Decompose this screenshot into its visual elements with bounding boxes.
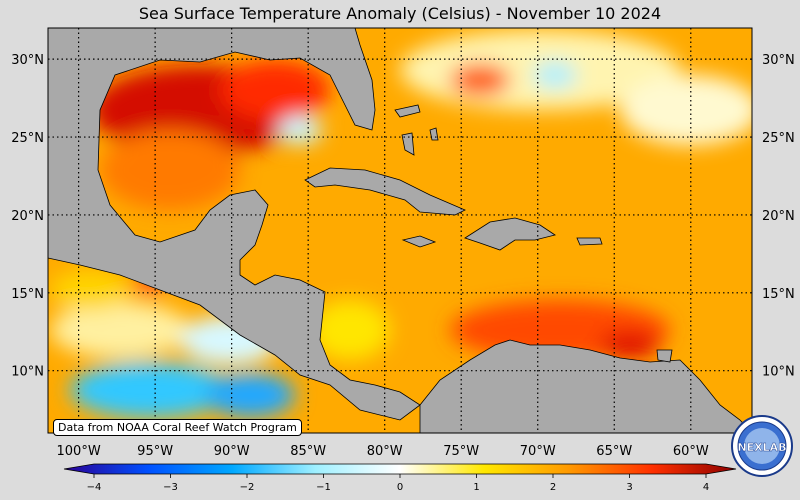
longitude-tick-label: 65°W xyxy=(596,444,632,459)
latitude-tick-label: 10°N xyxy=(762,365,795,380)
latitude-labels-left: 30°N 25°N 20°N 15°N 10°N xyxy=(11,53,44,380)
atlantic-cool-patch xyxy=(533,61,577,89)
land-jamaica xyxy=(401,235,437,248)
pacific-cool xyxy=(70,362,230,418)
atlantic-warm xyxy=(450,64,510,96)
land-hispaniola xyxy=(464,217,556,251)
plot-area xyxy=(48,28,752,433)
plot-frame xyxy=(47,27,753,434)
latitude-tick-label: 30°N xyxy=(11,53,44,68)
land-puerto-rico xyxy=(576,237,603,246)
latitude-tick-label: 20°N xyxy=(11,209,44,224)
nexlab-logo: NEXLAB xyxy=(731,415,793,477)
latitude-tick-label: 30°N xyxy=(762,53,795,68)
caribbean-hot xyxy=(600,331,660,359)
longitude-tick-label: 95°W xyxy=(137,444,173,459)
longitude-tick-label: 60°W xyxy=(673,444,709,459)
latitude-tick-label: 25°N xyxy=(11,131,44,146)
latitude-tick-label: 15°N xyxy=(762,287,795,302)
gulf-west xyxy=(100,130,240,210)
longitude-tick-label: 90°W xyxy=(214,444,250,459)
colorbar-tick-label: −1 xyxy=(316,482,331,493)
gulf-hotspot-east xyxy=(220,60,330,120)
colorbar-tick-label: 1 xyxy=(473,482,479,493)
map-title: Sea Surface Temperature Anomaly (Celsius… xyxy=(138,4,662,23)
colorbar-tick-label: −3 xyxy=(163,482,178,493)
longitude-tick-label: 85°W xyxy=(290,444,326,459)
colorbar-tick-label: −2 xyxy=(240,482,255,493)
colorbar-tick-label: 3 xyxy=(626,482,632,493)
longitude-tick-label: 75°W xyxy=(443,444,479,459)
latitude-tick-label: 10°N xyxy=(11,365,44,380)
land-trinidad xyxy=(656,349,673,363)
colorbar-ticks: −4 −3 −2 −1 0 1 2 3 4 xyxy=(87,474,709,493)
land-north-america xyxy=(48,28,421,421)
atlantic-pale-east xyxy=(620,75,752,145)
colorbar-tick-label: 2 xyxy=(550,482,556,493)
pacific-cool-2 xyxy=(205,373,295,417)
longitude-labels: 100°W 95°W 90°W 85°W 80°W 75°W 70°W 65°W 60°W xyxy=(57,444,709,459)
attribution-box: Data from NOAA Coral Reef Watch Program xyxy=(53,419,302,436)
latitude-tick-label: 15°N xyxy=(11,287,44,302)
colorbar-tick-label: 0 xyxy=(397,482,403,493)
longitude-tick-label: 70°W xyxy=(520,444,556,459)
latitude-tick-label: 20°N xyxy=(762,209,795,224)
colorbar: −4 −3 −2 −1 0 1 2 3 4 xyxy=(63,463,737,493)
longitude-tick-label: 80°W xyxy=(367,444,403,459)
logo-text: NEXLAB xyxy=(737,441,786,454)
latitude-labels-right: 30°N 25°N 20°N 15°N 10°N xyxy=(762,53,795,380)
caribbean-west-yellow xyxy=(310,300,390,360)
colorbar-tick-label: −4 xyxy=(87,482,102,493)
latitude-tick-label: 25°N xyxy=(762,131,795,146)
pacific-yellow xyxy=(50,270,130,310)
gulf-cool-patch xyxy=(278,116,322,144)
graticule xyxy=(48,28,752,433)
colorbar-tick-label: 4 xyxy=(703,482,709,493)
longitude-tick-label: 100°W xyxy=(57,444,101,459)
colorbar-bar xyxy=(63,463,737,475)
pacific-pale xyxy=(50,302,190,358)
